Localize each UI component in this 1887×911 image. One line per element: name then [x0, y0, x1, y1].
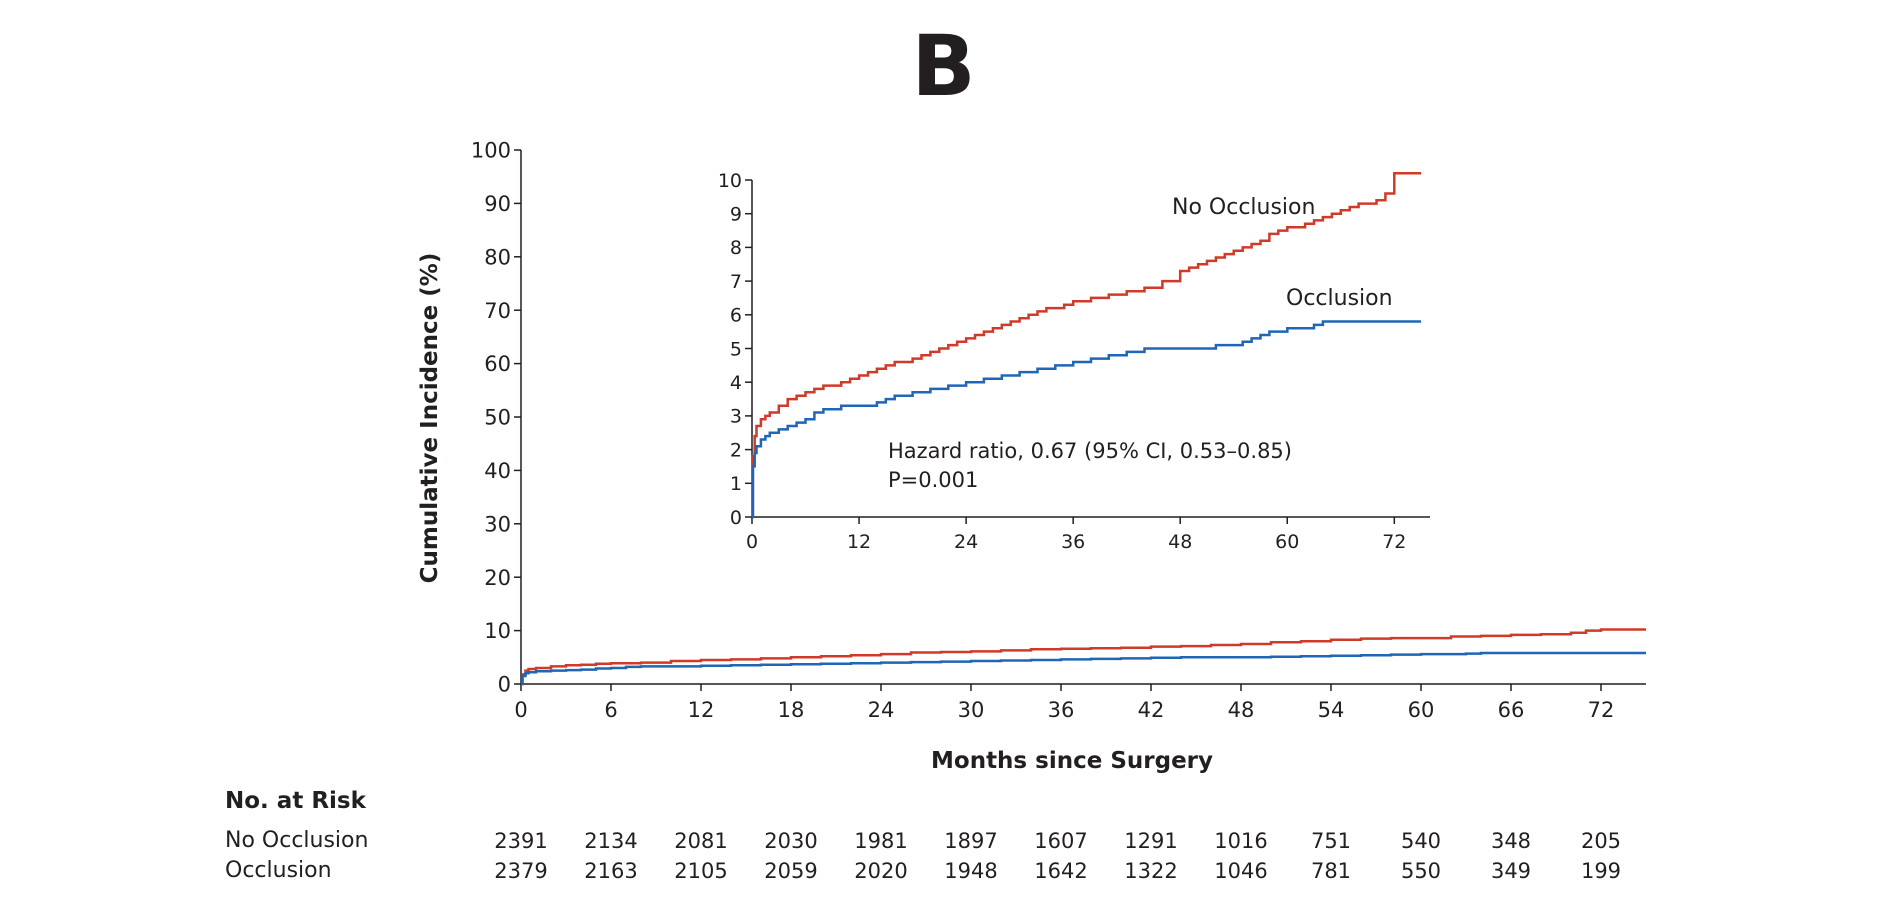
y-tick-label: 20 — [484, 566, 511, 590]
hazard-ratio-annotation: Hazard ratio, 0.67 (95% CI, 0.53–0.85) — [888, 439, 1292, 463]
risk-cell: 1322 — [1124, 859, 1178, 883]
x-tick-label: 0 — [514, 698, 527, 722]
y-tick-label: 30 — [484, 512, 511, 536]
risk-cell: 1642 — [1034, 859, 1088, 883]
x-tick-label: 12 — [688, 698, 715, 722]
y-tick-label: 8 — [730, 237, 742, 259]
series-line-no-occlusion — [521, 628, 1646, 686]
y-tick-label: 60 — [484, 352, 511, 376]
risk-row-label: No Occlusion — [225, 828, 369, 853]
x-tick-label: 24 — [868, 698, 895, 722]
x-axis-title: Months since Surgery — [931, 748, 1213, 774]
x-tick-label: 12 — [847, 531, 871, 553]
y-tick-label: 4 — [730, 372, 742, 394]
risk-cell: 540 — [1400, 829, 1442, 853]
risk-cell: 2163 — [584, 859, 638, 883]
risk-cell: 2020 — [854, 859, 908, 883]
y-tick-label: 0 — [730, 507, 742, 529]
risk-cell: 1948 — [944, 859, 998, 883]
y-tick-label: 10 — [718, 170, 742, 192]
risk-cell: 2059 — [764, 859, 818, 883]
risk-cell: 2134 — [584, 829, 638, 853]
risk-cell: 2379 — [494, 859, 548, 883]
risk-cell: 2105 — [674, 859, 728, 883]
y-tick-label: 0 — [498, 673, 511, 697]
y-tick-label: 40 — [484, 459, 511, 483]
y-tick-label: 50 — [484, 406, 511, 430]
risk-cell: 2391 — [494, 829, 548, 853]
x-tick-label: 42 — [1138, 698, 1165, 722]
risk-table-title: No. at Risk — [225, 788, 366, 814]
risk-cell: 550 — [1400, 859, 1442, 883]
risk-cell: 1897 — [944, 829, 998, 853]
y-tick-label: 7 — [730, 271, 742, 293]
x-tick-label: 36 — [1048, 698, 1075, 722]
risk-cell: 781 — [1310, 859, 1352, 883]
risk-cell: 2030 — [764, 829, 818, 853]
x-tick-label: 72 — [1588, 698, 1615, 722]
y-tick-label: 90 — [484, 192, 511, 216]
risk-cell: 1046 — [1214, 859, 1268, 883]
y-tick-label: 10 — [484, 619, 511, 643]
y-tick-label: 80 — [484, 245, 511, 269]
y-tick-label: 3 — [730, 406, 742, 428]
x-tick-label: 0 — [746, 531, 758, 553]
x-tick-label: 72 — [1382, 531, 1406, 553]
y-tick-label: 70 — [484, 299, 511, 323]
series-label-occlusion: Occlusion — [1286, 286, 1393, 311]
x-tick-label: 36 — [1061, 531, 1085, 553]
panel-label: B — [911, 17, 976, 115]
x-tick-label: 66 — [1498, 698, 1525, 722]
y-tick-label: 100 — [471, 139, 511, 163]
y-tick-label: 2 — [730, 439, 742, 461]
risk-cell: 1607 — [1034, 829, 1088, 853]
risk-cell: 1016 — [1214, 829, 1268, 853]
risk-cell: 2081 — [674, 829, 728, 853]
x-tick-label: 18 — [778, 698, 805, 722]
p-value-annotation: P=0.001 — [888, 468, 978, 492]
x-tick-label: 60 — [1275, 531, 1299, 553]
series-line-occlusion — [751, 320, 1422, 519]
risk-cell: 1981 — [854, 829, 908, 853]
series-label-no-occlusion: No Occlusion — [1172, 195, 1315, 220]
y-tick-label: 5 — [730, 338, 742, 360]
x-tick-label: 60 — [1408, 698, 1435, 722]
risk-cell: 349 — [1490, 859, 1532, 883]
x-tick-label: 48 — [1228, 698, 1255, 722]
x-tick-label: 6 — [604, 698, 617, 722]
x-tick-label: 30 — [958, 698, 985, 722]
x-tick-label: 54 — [1318, 698, 1345, 722]
y-tick-label: 1 — [730, 473, 742, 495]
risk-cell: 751 — [1310, 829, 1352, 853]
x-tick-label: 48 — [1168, 531, 1192, 553]
series-line-occlusion — [521, 651, 1646, 686]
series-line-no-occlusion — [751, 172, 1422, 519]
risk-cell: 205 — [1580, 829, 1622, 853]
risk-cell: 199 — [1580, 859, 1622, 883]
risk-cell: 348 — [1490, 829, 1532, 853]
y-tick-label: 9 — [730, 204, 742, 226]
x-tick-label: 24 — [954, 531, 978, 553]
risk-row-label: Occlusion — [225, 858, 332, 883]
y-axis-title: Cumulative Incidence (%) — [417, 253, 443, 584]
y-tick-label: 6 — [730, 305, 742, 327]
risk-cell: 1291 — [1124, 829, 1178, 853]
